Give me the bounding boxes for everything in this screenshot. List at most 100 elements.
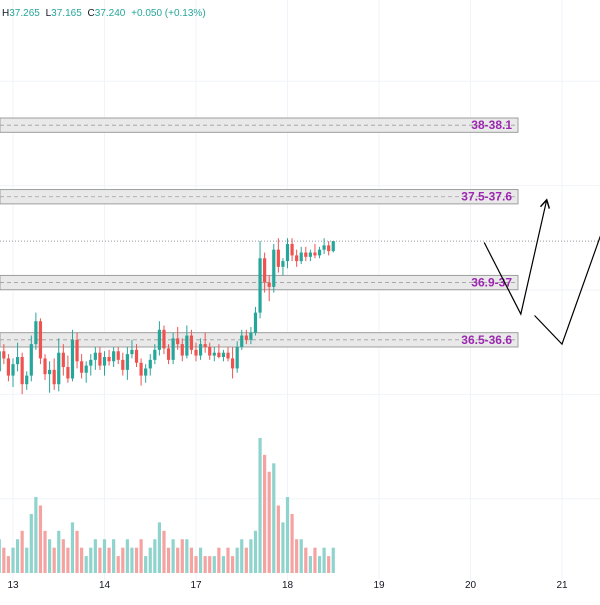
volume-bar (43, 530, 47, 573)
candle-body (212, 352, 216, 356)
candle-body (244, 335, 248, 340)
candle-body (263, 258, 267, 283)
candle-body (194, 349, 198, 356)
candle-body (276, 249, 280, 267)
volume-bar (322, 547, 326, 573)
volume-bar (171, 539, 175, 573)
volume-bar (125, 539, 129, 573)
candle-body (285, 243, 290, 262)
candle-body (80, 361, 84, 373)
volume-bar (11, 547, 15, 573)
volume-bar (70, 522, 75, 573)
candle-body (308, 252, 312, 257)
volume-bar (38, 505, 43, 573)
candle-body (38, 321, 43, 359)
volume-bar (75, 530, 79, 573)
candle-body (125, 354, 129, 370)
projection-path (534, 235, 600, 346)
volume-bar (299, 539, 303, 573)
volume-bar (130, 547, 134, 573)
volume-bar (121, 547, 125, 573)
high-label: H (2, 8, 10, 19)
candle-body (157, 329, 161, 350)
volume-bar (212, 556, 216, 573)
x-tick-label: 20 (465, 580, 477, 591)
candle-body (6, 358, 11, 376)
volume-bar (180, 539, 184, 573)
low-value: 37.165 (51, 8, 82, 19)
volume-bar (217, 547, 221, 573)
volume-bar (327, 556, 331, 573)
volume-bar (162, 530, 166, 573)
candle-body (61, 352, 65, 368)
candle-body (166, 348, 171, 360)
volume-bar (112, 539, 116, 573)
candle-body (258, 258, 262, 313)
candle-body (148, 359, 152, 369)
candle-body (281, 261, 285, 267)
candle-body (299, 252, 303, 262)
candle-body (185, 335, 189, 356)
candle-body (313, 252, 317, 256)
volume-bar (48, 539, 52, 573)
candle-body (171, 338, 175, 360)
candle-body (217, 352, 221, 357)
volume-bar (276, 505, 280, 573)
candle-body (29, 344, 33, 376)
volume-bar (20, 530, 24, 573)
volume-bar (258, 438, 262, 573)
candle-body (70, 339, 75, 379)
volume-bar (203, 556, 207, 573)
volume-bar (57, 530, 61, 573)
zone-label: 36.9-37 (471, 276, 512, 290)
candle-body (208, 346, 212, 356)
volume-bar (166, 547, 171, 573)
volume-bar (235, 547, 239, 573)
candle-body (231, 358, 235, 369)
volume-bar (285, 497, 290, 573)
low-label: L (45, 8, 52, 19)
candle-body (98, 352, 102, 366)
volume-bar (231, 556, 235, 573)
volume-bar (89, 547, 93, 573)
projection-path (483, 201, 546, 316)
volume-bar (34, 497, 38, 573)
volume-bar (139, 539, 143, 573)
candle-body (0, 351, 1, 372)
candle-body (331, 241, 335, 252)
candle-body (267, 282, 271, 287)
volume-bar (304, 547, 308, 573)
candle-body (226, 352, 230, 359)
volume-bar (29, 513, 33, 573)
volume-bar (25, 547, 29, 573)
volume-bar (226, 547, 230, 573)
zone-label: 37.5-37.6 (461, 190, 512, 204)
volume-bar (244, 547, 248, 573)
zone-label: 38-38.1 (471, 118, 512, 132)
candle-body (203, 344, 207, 347)
volume-bar (153, 539, 157, 573)
volume-bar (281, 522, 285, 573)
candle-body (317, 249, 322, 256)
volume-bar (116, 556, 120, 573)
volume-bar (295, 539, 299, 573)
volume-bar (102, 539, 107, 573)
volume-bar (80, 547, 84, 573)
candle-body (66, 367, 70, 379)
candle-body (176, 338, 180, 345)
candle-body (295, 255, 299, 262)
volume-bar (84, 556, 88, 573)
candle-body (139, 362, 143, 376)
x-tick-label: 17 (190, 580, 202, 591)
candle-body (57, 352, 61, 385)
volume-bar (15, 539, 20, 573)
candle-body (198, 344, 203, 356)
volume-bar (0, 539, 1, 573)
candle-body (89, 359, 93, 366)
candle-body (144, 368, 148, 376)
volume-bar (290, 513, 294, 573)
candle-body (25, 375, 29, 385)
x-tick-label: 18 (282, 580, 294, 591)
